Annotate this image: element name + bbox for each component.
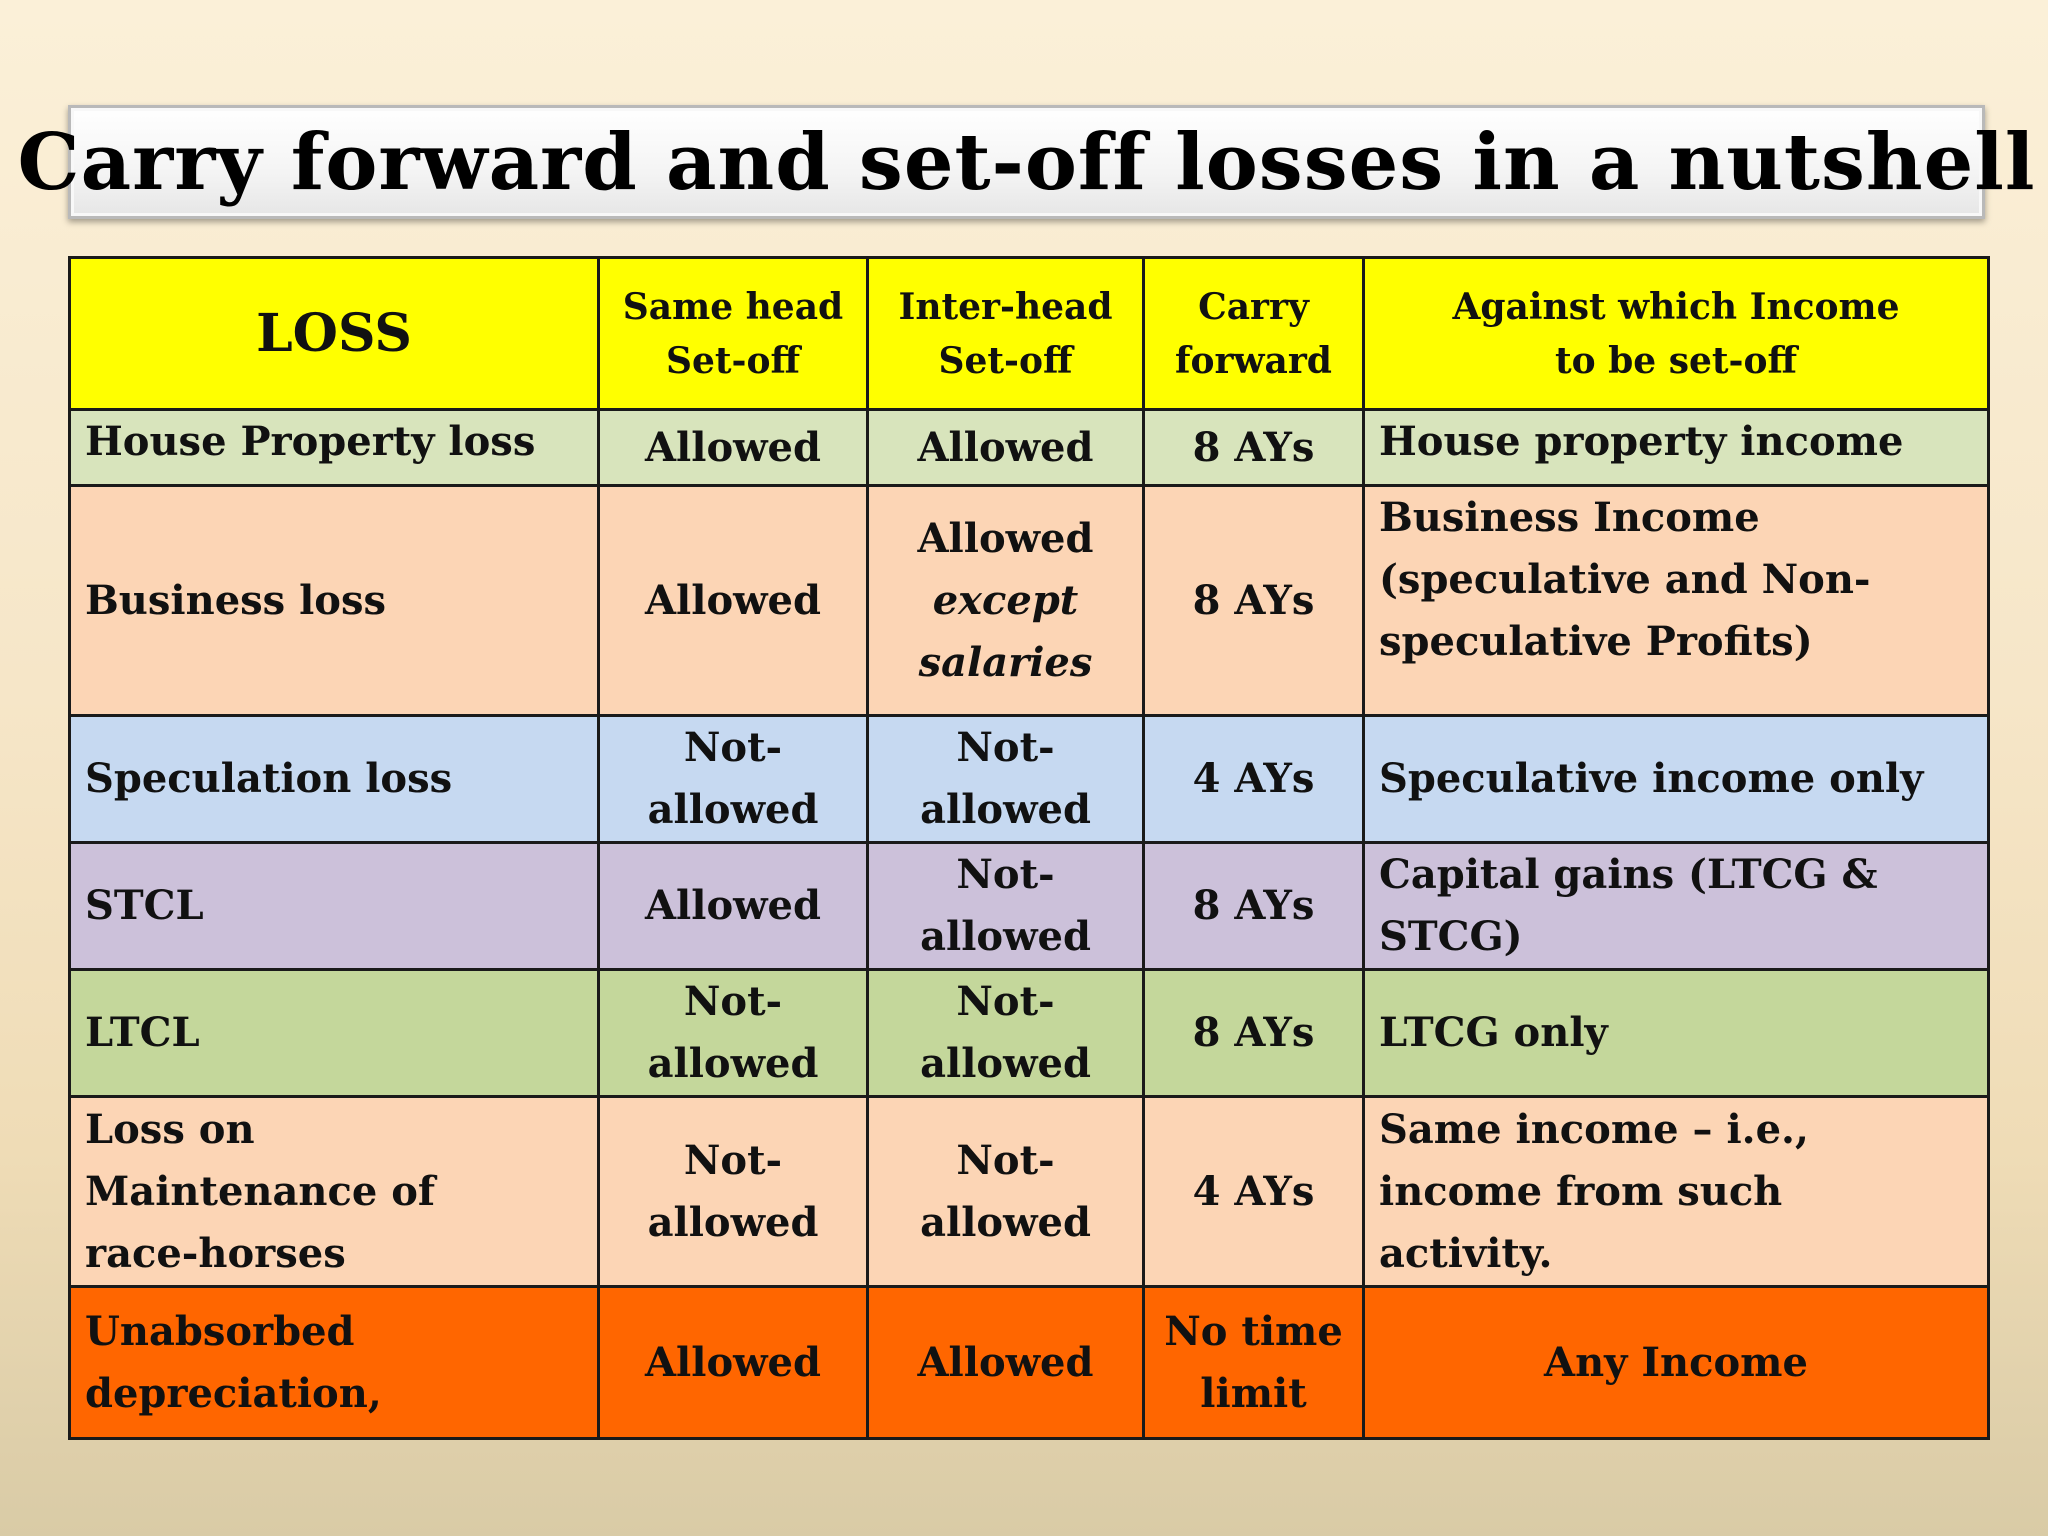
inter-head-cell: Not- allowed xyxy=(866,968,1145,1098)
carry-forward-cell: 8 AYs xyxy=(1142,968,1365,1098)
same-head-cell: Not- allowed xyxy=(597,968,869,1098)
table-row: STCL Allowed Not- allowed 8 AYs Capital … xyxy=(68,841,1990,971)
inter-head-cell: Not- allowed xyxy=(866,1095,1145,1288)
inter-head-cell: Allowed xyxy=(866,1285,1145,1440)
against-income-cell: House property income xyxy=(1362,408,1990,487)
against-income-cell: Same income – i.e., income from such act… xyxy=(1362,1095,1990,1288)
inter-head-cell: Allowed except salaries xyxy=(866,484,1145,717)
against-income-cell: Capital gains (LTCG & STCG) xyxy=(1362,841,1990,971)
loss-cell: Business loss xyxy=(68,484,600,717)
header-loss: LOSS xyxy=(68,256,600,411)
against-income-cell: Any Income xyxy=(1362,1285,1990,1440)
carry-forward-cell: 8 AYs xyxy=(1142,841,1365,971)
table-row: Unabsorbed depreciation, Allowed Allowed… xyxy=(68,1285,1990,1440)
loss-cell: Loss on Maintenance of race-horses xyxy=(68,1095,600,1288)
loss-cell: House Property loss xyxy=(68,408,600,487)
loss-cell: LTCL xyxy=(68,968,600,1098)
carry-forward-cell: 8 AYs xyxy=(1142,484,1365,717)
carry-forward-cell: 4 AYs xyxy=(1142,714,1365,844)
table-row: Loss on Maintenance of race-horses Not- … xyxy=(68,1095,1990,1288)
inter-head-cell: Allowed xyxy=(866,408,1145,487)
carry-forward-cell: 4 AYs xyxy=(1142,1095,1365,1288)
header-carry-forward: Carry forward xyxy=(1142,256,1365,411)
against-income-cell: Business Income (speculative and Non- sp… xyxy=(1362,484,1990,717)
against-income-cell: Speculative income only xyxy=(1362,714,1990,844)
carry-forward-cell: 8 AYs xyxy=(1142,408,1365,487)
loss-cell: Speculation loss xyxy=(68,714,600,844)
title-banner: Carry forward and set-off losses in a nu… xyxy=(18,105,2034,219)
same-head-cell: Allowed xyxy=(597,1285,869,1440)
same-head-cell: Not- allowed xyxy=(597,1095,869,1288)
page-title: Carry forward and set-off losses in a nu… xyxy=(17,116,2036,208)
table-row: House Property loss Allowed Allowed 8 AY… xyxy=(68,408,1990,487)
inter-head-cell: Not- allowed xyxy=(866,714,1145,844)
carry-forward-cell: No time limit xyxy=(1142,1285,1365,1440)
against-income-cell: LTCG only xyxy=(1362,968,1990,1098)
same-head-cell: Allowed xyxy=(597,408,869,487)
loss-setoff-table: LOSS Same head Set-off Inter-head Set-of… xyxy=(68,256,1990,1440)
table-row: Business loss Allowed Allowed except sal… xyxy=(68,484,1990,717)
loss-cell: STCL xyxy=(68,841,600,971)
inter-head-cell: Not- allowed xyxy=(866,841,1145,971)
loss-cell: Unabsorbed depreciation, xyxy=(68,1285,600,1440)
same-head-cell: Allowed xyxy=(597,841,869,971)
same-head-cell: Allowed xyxy=(597,484,869,717)
table-row: Speculation loss Not- allowed Not- allow… xyxy=(68,714,1990,844)
same-head-cell: Not- allowed xyxy=(597,714,869,844)
table-row: LTCL Not- allowed Not- allowed 8 AYs LTC… xyxy=(68,968,1990,1098)
header-inter-head: Inter-head Set-off xyxy=(866,256,1145,411)
table-header-row: LOSS Same head Set-off Inter-head Set-of… xyxy=(68,256,1990,411)
header-against-income: Against which Income to be set-off xyxy=(1362,256,1990,411)
header-same-head: Same head Set-off xyxy=(597,256,869,411)
